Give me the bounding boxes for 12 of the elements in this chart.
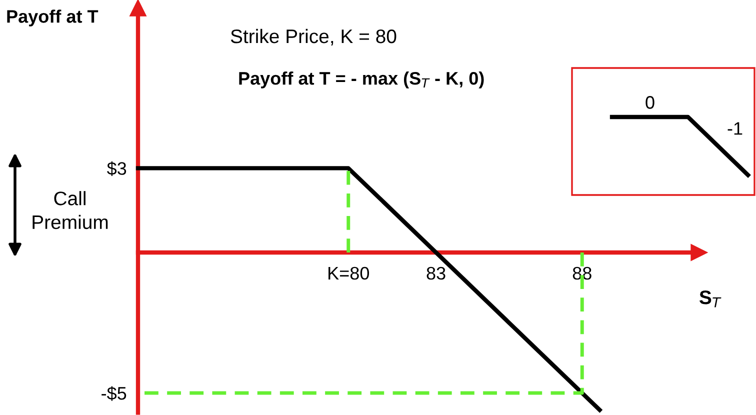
annotation: Strike Price, K = 80: [230, 28, 396, 46]
y-axis-title: Payoff at T: [7, 10, 98, 26]
annotation: 0: [646, 96, 654, 109]
x-axis-title: S$_{T}$: [699, 290, 722, 308]
text: Call Premium: [32, 191, 108, 230]
x-tick-label: K=80: [328, 266, 370, 280]
y-tick-label: -$5: [102, 386, 126, 401]
annotation: Payoff at T = - max (S$_{T}$ - K, 0): [239, 72, 484, 88]
x-tick-label: 88: [572, 266, 592, 280]
y-tick-label: $3: [107, 161, 126, 176]
text: -1: [728, 122, 742, 135]
x-tick-label: 83: [426, 266, 446, 280]
